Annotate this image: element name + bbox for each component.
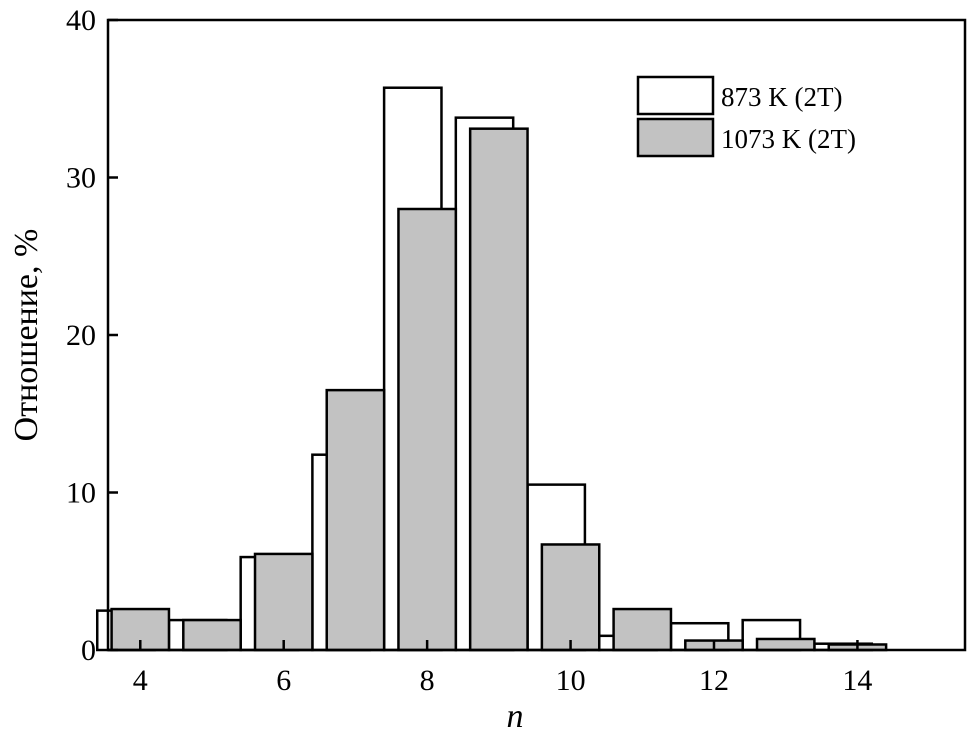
- series-1073k-bars: [110, 127, 888, 652]
- bar-1073k-n11: [612, 607, 673, 652]
- y-tick-label: 0: [81, 634, 96, 667]
- y-tick-label: 10: [66, 477, 96, 510]
- x-tick-label: 14: [842, 664, 872, 697]
- bar-1073k-n13: [755, 637, 816, 652]
- y-tick-label: 30: [66, 162, 96, 195]
- legend-label-1073k: 1073 K (2T): [721, 124, 856, 154]
- y-axis: 0 10 20 30 40: [66, 4, 118, 667]
- bar-1073k-n7: [325, 388, 386, 652]
- y-tick-label: 20: [66, 319, 96, 352]
- x-tick-label: 6: [276, 664, 291, 697]
- bar-1073k-n5: [182, 618, 242, 652]
- bar-1073k-n10: [540, 543, 601, 652]
- x-axis: 4 6 8 10 12 14: [133, 640, 872, 697]
- legend-swatch-873k: [636, 75, 715, 116]
- bar-1073k-n8: [397, 207, 458, 652]
- x-tick-label: 4: [133, 664, 148, 697]
- legend-swatch-1073k: [636, 117, 715, 158]
- x-tick-label: 12: [699, 664, 729, 697]
- x-axis-title: n: [507, 698, 524, 735]
- y-tick-label: 40: [66, 4, 96, 37]
- legend-label-873k: 873 K (2T): [721, 82, 842, 112]
- y-axis-title: Отношение, %: [8, 229, 45, 442]
- x-tick-label: 10: [556, 664, 586, 697]
- bar-1073k-n9: [468, 127, 529, 652]
- bar-1073k-n6: [253, 552, 314, 652]
- x-tick-label: 8: [420, 664, 435, 697]
- legend: 873 K (2T) 1073 K (2T): [636, 75, 856, 158]
